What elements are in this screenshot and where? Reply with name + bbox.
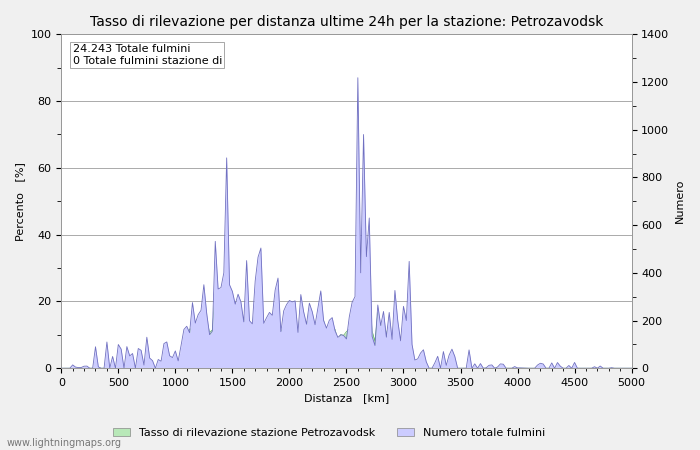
Text: www.lightningmaps.org: www.lightningmaps.org xyxy=(7,438,122,448)
Title: Tasso di rilevazione per distanza ultime 24h per la stazione: Petrozavodsk: Tasso di rilevazione per distanza ultime… xyxy=(90,15,603,29)
Text: 24.243 Totale fulmini
0 Totale fulmini stazione di: 24.243 Totale fulmini 0 Totale fulmini s… xyxy=(73,45,222,66)
Y-axis label: Numero: Numero xyxy=(675,179,685,224)
X-axis label: Distanza   [km]: Distanza [km] xyxy=(304,393,389,404)
Y-axis label: Percento   [%]: Percento [%] xyxy=(15,162,25,241)
Legend: Tasso di rilevazione stazione Petrozavodsk, Numero totale fulmini: Tasso di rilevazione stazione Petrozavod… xyxy=(108,423,550,442)
